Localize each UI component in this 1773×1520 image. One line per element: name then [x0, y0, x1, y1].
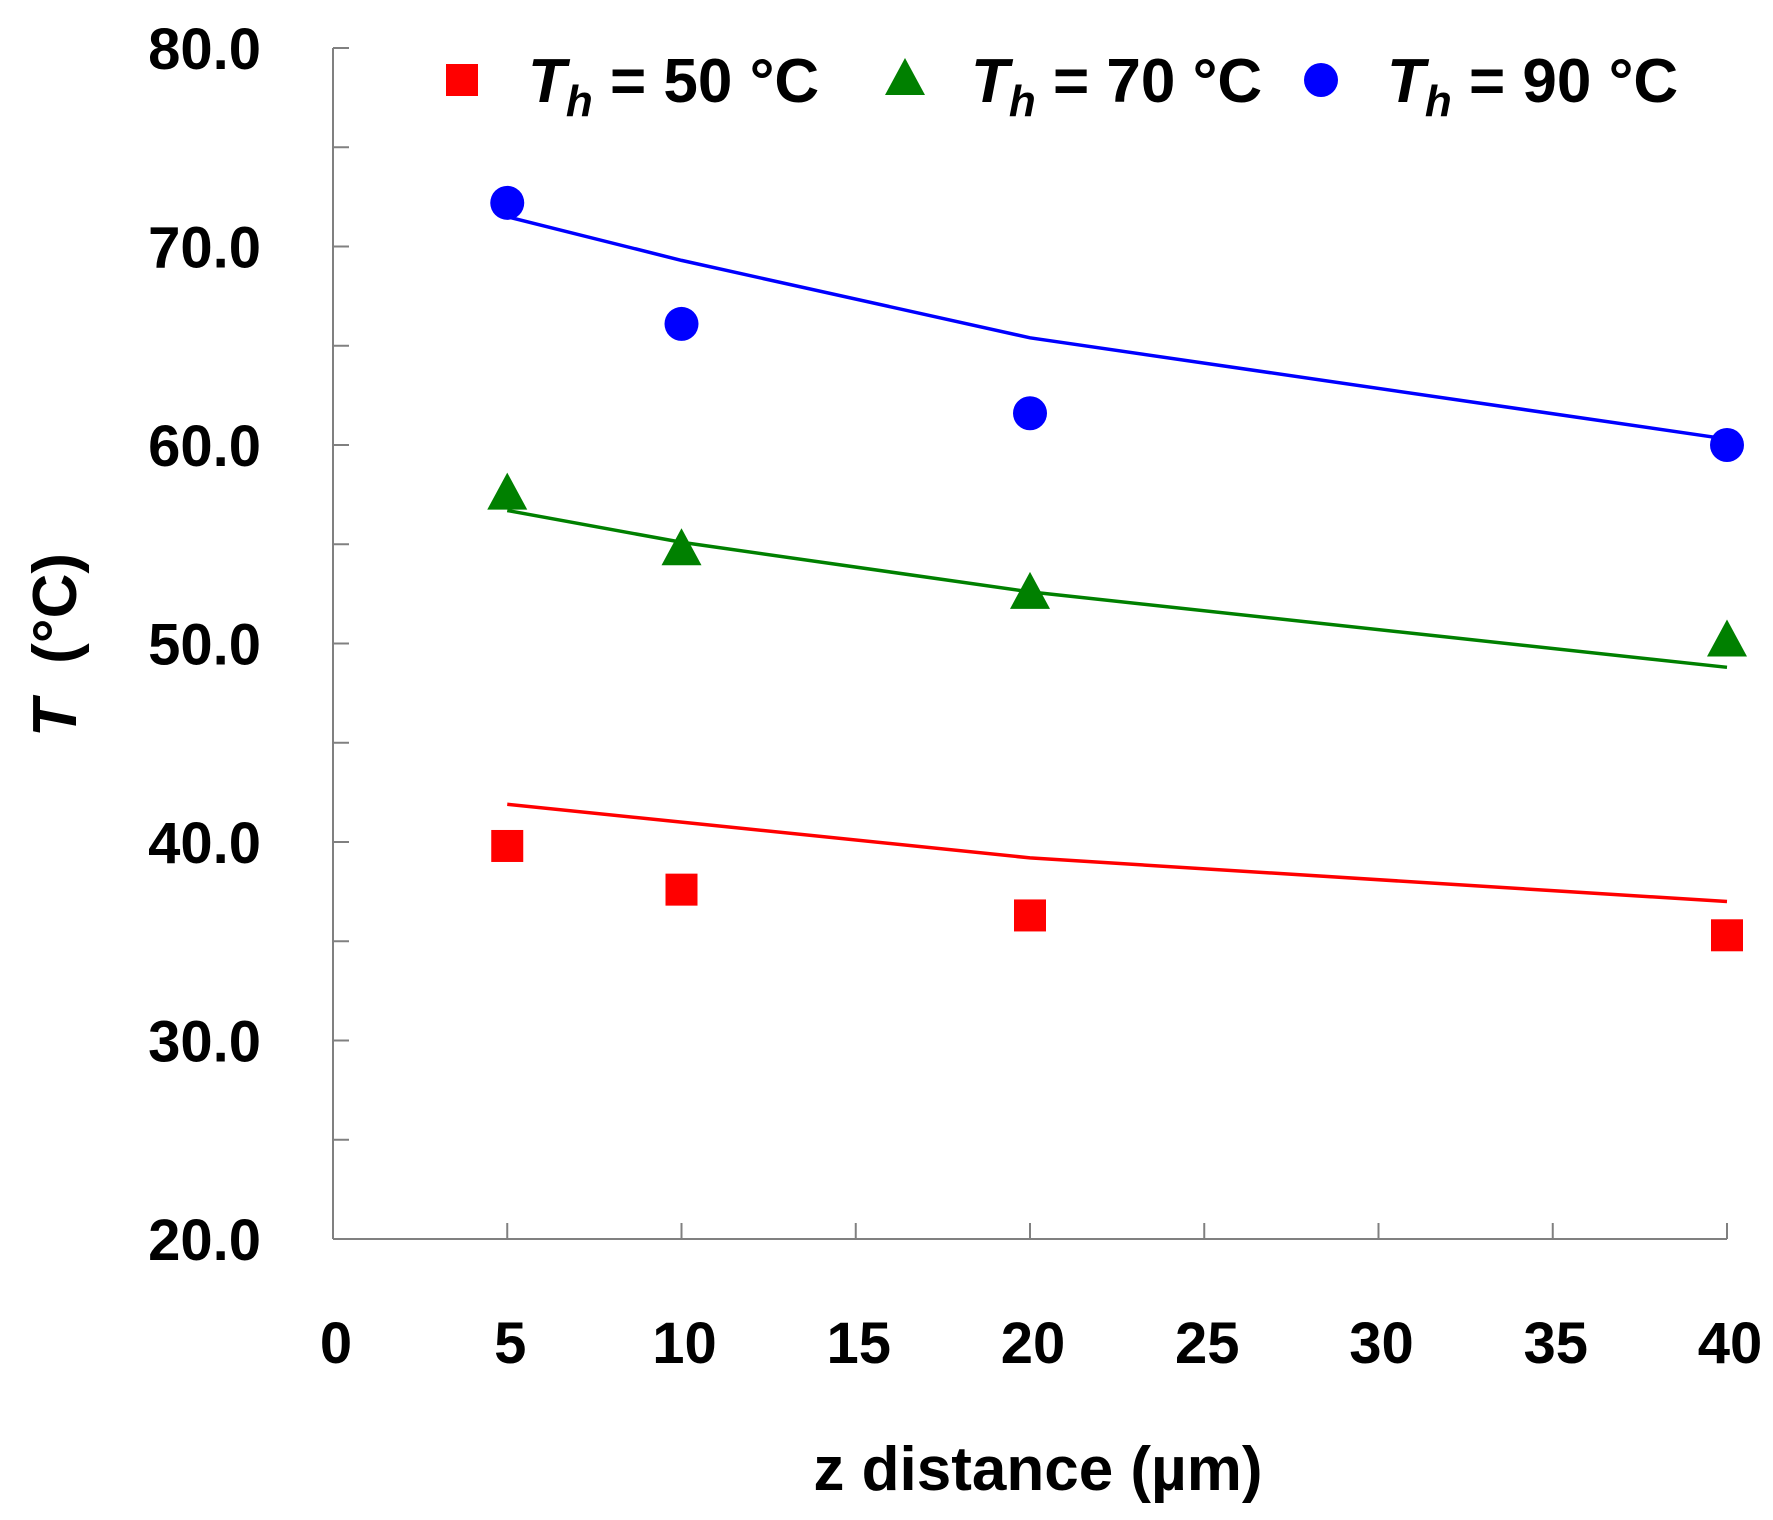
x-axis-title: z distance (µm)	[813, 1435, 1262, 1504]
x-tick-label: 35	[1523, 1311, 1588, 1376]
y-tick-label: 70.0	[148, 216, 261, 281]
y-tick-label: 80.0	[148, 17, 261, 82]
data-point-series-3	[1013, 396, 1047, 431]
legend-marker-series-3	[1304, 63, 1338, 97]
data-point-series-2	[661, 528, 702, 566]
y-axis-title: T (°C)	[21, 553, 90, 737]
y-axis-unit: (°C)	[21, 553, 90, 664]
data-point-series-3	[1710, 428, 1744, 462]
model-line-series-1	[507, 802, 1728, 904]
data-point-series-1	[1711, 919, 1743, 952]
data-point-series-1	[491, 829, 524, 862]
data-point-series-1	[1014, 899, 1046, 932]
data-point-series-3	[664, 306, 699, 341]
data-point-series-2	[1707, 619, 1747, 657]
x-tick-label: 40	[1698, 1311, 1763, 1376]
y-tick-label: 50.0	[148, 613, 261, 678]
x-tick-label: 15	[826, 1311, 891, 1376]
y-tick-label: 40.0	[148, 811, 261, 876]
legend-marker-series-1	[446, 64, 478, 96]
ticks	[332, 47, 1728, 1240]
model-line-series-3	[506, 215, 1728, 441]
legend-label-series-2: Th = 70 °C	[971, 47, 1262, 126]
y-axis-symbol: T	[21, 694, 90, 737]
model-lines	[506, 215, 1728, 904]
legend-label-series-3: Th = 90 °C	[1387, 47, 1678, 126]
y-tick-label: 20.0	[148, 1208, 261, 1273]
y-tick-label: 60.0	[148, 414, 261, 479]
legend-marker-series-2	[885, 58, 925, 95]
x-tick-label: 5	[494, 1311, 526, 1376]
x-tick-label: 25	[1175, 1311, 1240, 1376]
x-tick-label: 10	[652, 1311, 717, 1376]
data-point-series-2	[487, 472, 528, 510]
data-point-series-3	[490, 185, 525, 220]
x-tick-label: 30	[1349, 1311, 1414, 1376]
tick-labels: 20.0 30.0 40.0 50.0 60.0 70.0 80.0 0 5 10 15 20 25 30…	[148, 17, 1762, 1376]
y-tick-label: 30.0	[148, 1010, 261, 1075]
legend: Th = 50 °C Th = 70 °C Th = 90 °C	[446, 47, 1678, 126]
markers	[487, 185, 1747, 952]
data-point-series-2	[1010, 571, 1050, 609]
model-line-series-2	[506, 508, 1728, 670]
data-point-series-1	[665, 873, 698, 906]
x-tick-label: 0	[320, 1311, 352, 1376]
x-tick-label: 20	[1001, 1311, 1066, 1376]
legend-label-series-1: Th = 50 °C	[528, 47, 819, 126]
